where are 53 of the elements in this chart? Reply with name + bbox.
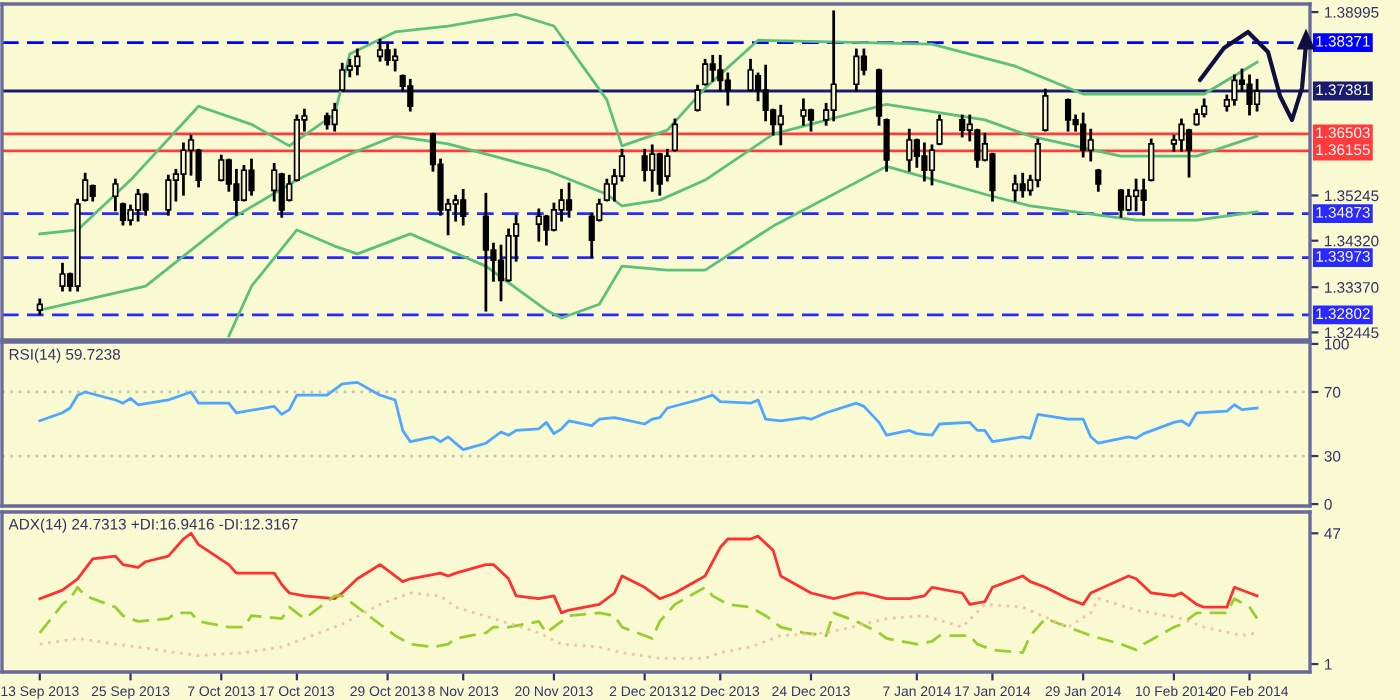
line-series <box>38 531 1259 615</box>
candlestick <box>777 104 784 146</box>
candlestick <box>565 182 573 218</box>
line-series <box>38 12 1259 236</box>
line-series <box>38 380 1259 452</box>
candlestick <box>649 144 656 192</box>
candlestick <box>142 192 149 216</box>
candlestick <box>339 62 346 92</box>
candlestick <box>1117 188 1125 218</box>
candlestick <box>641 148 648 182</box>
candlestick <box>702 58 709 86</box>
candlestick <box>376 38 384 62</box>
candlestick <box>694 84 701 112</box>
candlestick <box>1246 74 1253 116</box>
candlestick <box>830 10 837 122</box>
candlestick <box>354 48 361 76</box>
candlestick <box>762 64 769 122</box>
line-series <box>227 164 1259 338</box>
candlestick <box>180 142 187 196</box>
candlestick <box>392 48 399 72</box>
candlestick <box>1019 172 1026 198</box>
candlestick <box>853 48 860 92</box>
candlestick <box>1178 118 1185 152</box>
candlestick <box>906 128 913 172</box>
candlestick <box>1064 98 1072 132</box>
candlestick <box>535 208 542 242</box>
candlestick <box>1080 112 1087 158</box>
candlestick <box>543 214 550 246</box>
candlestick <box>1012 174 1019 202</box>
candlestick <box>1231 74 1238 106</box>
candlestick <box>1133 178 1140 212</box>
candlestick <box>921 142 928 182</box>
candlestick <box>460 188 467 226</box>
candlestick <box>482 192 489 312</box>
candlestick <box>407 78 414 112</box>
candlestick <box>800 98 807 126</box>
candlestick <box>248 158 255 196</box>
candlestick <box>1087 128 1094 162</box>
candlestick <box>1034 138 1041 188</box>
candlestick <box>452 194 459 222</box>
candlestick <box>1253 78 1261 112</box>
candlestick <box>59 262 66 292</box>
candlestick <box>959 114 966 138</box>
candlestick <box>331 102 338 132</box>
candlestick <box>384 42 391 66</box>
candlestick <box>1042 88 1049 132</box>
candlestick <box>134 188 142 222</box>
candlestick <box>218 154 225 182</box>
candlestick <box>883 118 890 172</box>
candlestick <box>165 174 172 216</box>
candlestick <box>656 152 663 196</box>
line-series <box>38 102 1259 312</box>
candlestick <box>1095 168 1102 192</box>
